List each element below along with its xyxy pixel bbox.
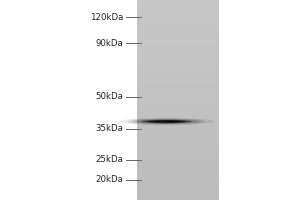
Bar — [136, 5, 219, 10]
Bar — [136, 140, 219, 145]
Ellipse shape — [153, 121, 168, 122]
Ellipse shape — [147, 120, 186, 123]
Bar — [136, 135, 219, 140]
Ellipse shape — [153, 121, 180, 122]
Ellipse shape — [128, 118, 206, 125]
Bar — [136, 105, 219, 110]
Bar — [136, 95, 219, 100]
Bar — [136, 0, 219, 200]
Bar — [136, 40, 219, 45]
Text: 50kDa: 50kDa — [95, 92, 123, 101]
Bar — [136, 70, 219, 75]
Ellipse shape — [141, 120, 192, 123]
Text: 120kDa: 120kDa — [90, 13, 123, 22]
Text: 25kDa: 25kDa — [95, 155, 123, 164]
Bar — [136, 100, 219, 105]
Bar — [136, 170, 219, 175]
Bar — [136, 195, 219, 200]
Bar — [136, 55, 219, 60]
Bar — [136, 60, 219, 65]
Bar — [136, 45, 219, 50]
Bar — [136, 180, 219, 185]
Bar — [136, 110, 219, 115]
Text: 35kDa: 35kDa — [95, 124, 123, 133]
Bar — [136, 145, 219, 150]
Bar — [136, 20, 219, 25]
Bar — [136, 115, 219, 120]
Bar — [136, 80, 219, 85]
Bar — [136, 85, 219, 90]
Bar — [136, 125, 219, 130]
Bar — [136, 155, 219, 160]
Bar — [136, 25, 219, 30]
Ellipse shape — [134, 119, 200, 124]
Ellipse shape — [118, 118, 214, 125]
Bar — [136, 90, 219, 95]
Bar — [136, 150, 219, 155]
Bar — [136, 65, 219, 70]
Bar — [136, 75, 219, 80]
Text: 90kDa: 90kDa — [95, 39, 123, 48]
Bar — [136, 185, 219, 190]
Bar — [136, 35, 219, 40]
Bar — [136, 0, 219, 5]
Bar — [136, 165, 219, 170]
Bar — [136, 190, 219, 195]
Bar — [136, 160, 219, 165]
Bar — [136, 50, 219, 55]
Bar — [136, 120, 219, 125]
Bar — [136, 10, 219, 15]
Bar — [136, 30, 219, 35]
Text: 20kDa: 20kDa — [95, 175, 123, 184]
Bar — [136, 175, 219, 180]
Bar — [136, 15, 219, 20]
Bar — [136, 130, 219, 135]
